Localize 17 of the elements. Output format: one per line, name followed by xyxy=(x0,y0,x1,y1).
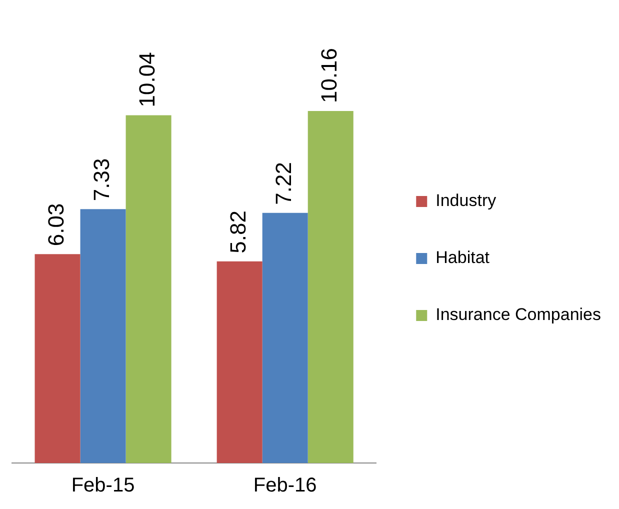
bar xyxy=(308,111,354,463)
data-label: 10.04 xyxy=(134,52,160,108)
data-label: 7.33 xyxy=(89,158,114,202)
x-tick-label: Feb-16 xyxy=(253,474,317,497)
bar xyxy=(34,254,80,463)
data-label: 7.22 xyxy=(271,162,296,205)
x-tick-label: Feb-15 xyxy=(71,474,135,497)
legend-label: Habitat xyxy=(436,248,490,268)
bar xyxy=(80,209,126,463)
data-label: 10.16 xyxy=(316,48,342,104)
bar xyxy=(126,115,172,463)
legend-label: Industry xyxy=(436,191,497,210)
data-label: 5.82 xyxy=(226,210,251,254)
bar xyxy=(216,261,262,463)
data-label: 6.03 xyxy=(44,203,69,246)
bar xyxy=(262,212,308,463)
legend-label: Insurance Companies xyxy=(436,305,602,324)
